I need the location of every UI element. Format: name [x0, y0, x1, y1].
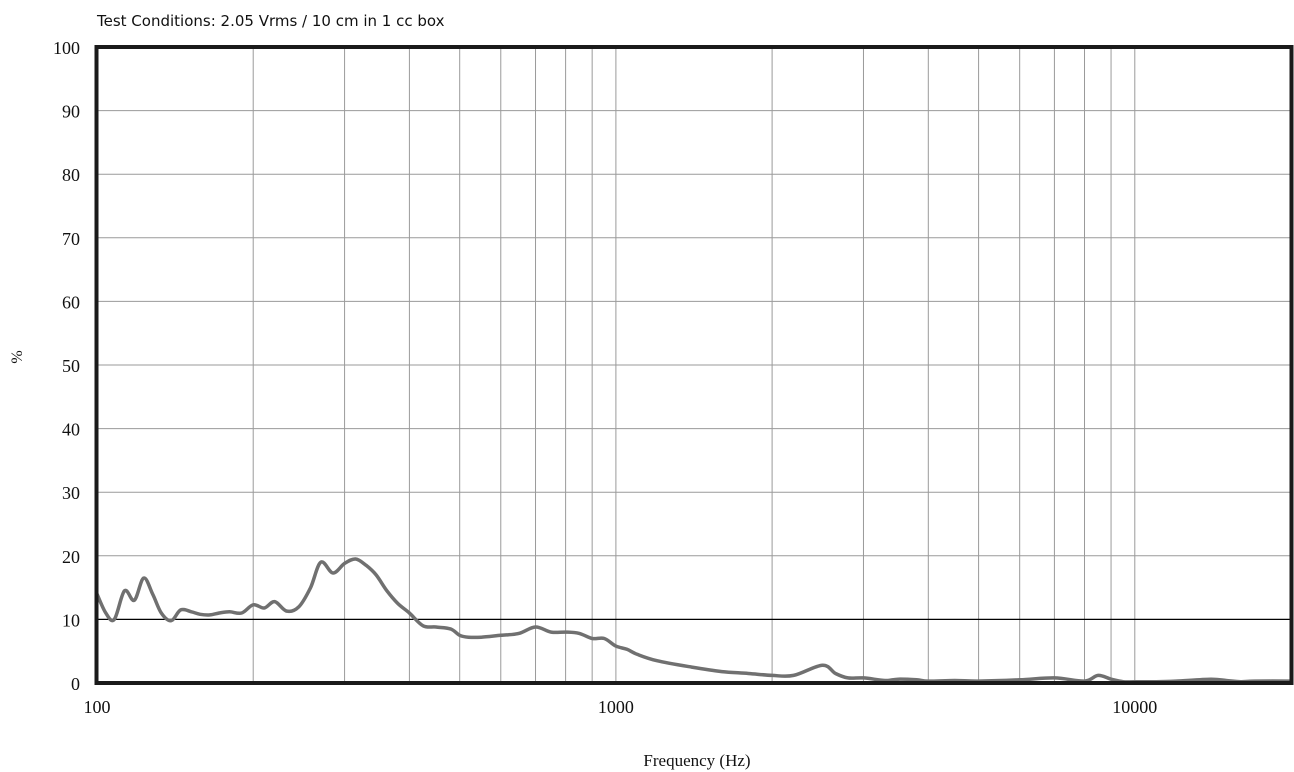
- y-tick-label: 40: [62, 420, 80, 440]
- axis-tick-labels: 0 10 20 30 40 50 60 70 80 90 100 100 1000 10000: [53, 38, 1157, 717]
- y-tick-label: 50: [62, 356, 80, 376]
- y-tick-label: 70: [62, 229, 80, 249]
- y-tick-label: 30: [62, 483, 80, 503]
- y-tick-label: 80: [62, 165, 80, 185]
- y-tick-label: 90: [62, 102, 80, 122]
- y-tick-label: 60: [62, 292, 80, 312]
- y-tick-label: 100: [53, 38, 80, 58]
- plot-frame: [94, 45, 1294, 685]
- grid-lines: [97, 47, 1291, 683]
- x-axis-title: Frequency (Hz): [643, 751, 750, 770]
- x-tick-label: 100: [84, 697, 111, 717]
- y-tick-label: 10: [62, 610, 80, 630]
- x-tick-label: 1000: [598, 697, 634, 717]
- test-conditions-label: Test Conditions: 2.05 Vrms / 10 cm in 1 …: [96, 12, 445, 30]
- x-tick-label: 10000: [1112, 697, 1157, 717]
- y-tick-label: 20: [62, 547, 80, 567]
- y-tick-label: 0: [71, 674, 80, 694]
- series-line: [95, 557, 1293, 684]
- y-axis-title: %: [9, 350, 26, 363]
